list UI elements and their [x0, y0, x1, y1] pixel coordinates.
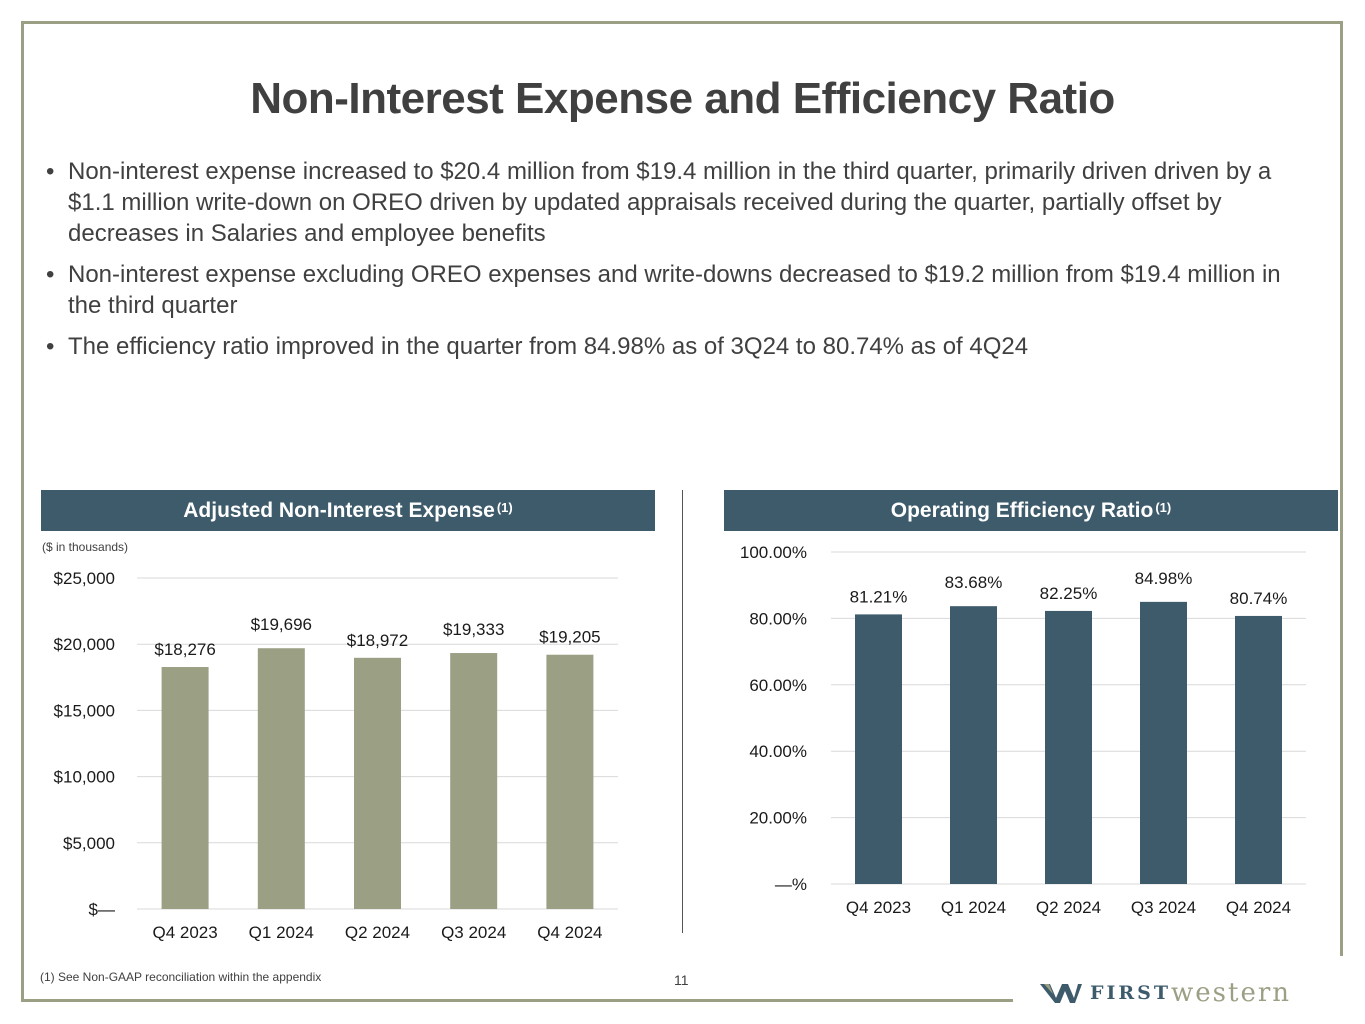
- bullet-item: • Non-interest expense excluding OREO exp…: [46, 259, 1296, 321]
- expense-x-tick-label: Q1 2024: [249, 923, 314, 942]
- frame-left-border: [21, 21, 24, 1002]
- efficiency-y-tick-label: 60.00%: [749, 676, 807, 695]
- bullet-item: • Non-interest expense increased to $20.4…: [46, 156, 1296, 249]
- efficiency-value-label: 82.25%: [1040, 584, 1098, 603]
- expense-y-tick-label: $25,000: [54, 569, 115, 588]
- bullet-text: Non-interest expense increased to $20.4 …: [68, 158, 1272, 247]
- bullet-dot-icon: •: [46, 261, 55, 288]
- efficiency-bar: [950, 606, 997, 884]
- efficiency-value-label: 81.21%: [850, 587, 908, 606]
- efficiency-x-tick-label: Q4 2024: [1226, 898, 1291, 917]
- expense-bar: [546, 654, 594, 909]
- frame-bottom-border: [21, 999, 1013, 1002]
- expense-x-tick-label: Q2 2024: [345, 923, 410, 942]
- efficiency-panel-header: Operating Efficiency Ratio (1): [724, 490, 1338, 531]
- expense-bar: [354, 657, 401, 909]
- efficiency-x-tick-label: Q4 2023: [846, 898, 911, 917]
- expense-value-label: $19,696: [251, 615, 312, 634]
- efficiency-panel-footnote-ref: (1): [1155, 500, 1172, 515]
- bullet-item: • The efficiency ratio improved in the qu…: [46, 331, 1296, 362]
- bullet-dot-icon: •: [46, 333, 55, 360]
- company-logo: FIRST western: [1040, 978, 1291, 1008]
- efficiency-y-tick-label: 80.00%: [749, 609, 807, 628]
- page-number: 11: [674, 972, 689, 988]
- bullet-text: The efficiency ratio improved in the qua…: [68, 333, 1029, 360]
- expense-bar: [161, 667, 209, 909]
- efficiency-bar: [1235, 615, 1282, 884]
- efficiency-value-label: 83.68%: [945, 573, 1003, 592]
- expense-value-label: $19,333: [443, 620, 504, 639]
- efficiency-y-tick-label: 40.00%: [749, 742, 807, 761]
- efficiency-panel-title: Operating Efficiency Ratio: [890, 498, 1154, 522]
- expense-x-tick-label: Q4 2024: [537, 923, 602, 942]
- efficiency-value-label: 80.74%: [1230, 589, 1288, 608]
- efficiency-y-tick-label: 100.00%: [740, 543, 807, 562]
- efficiency-y-tick-label: —%: [775, 875, 807, 894]
- expense-panel-title: Adjusted Non-Interest Expense: [183, 498, 495, 522]
- efficiency-x-tick-label: Q2 2024: [1036, 898, 1101, 917]
- efficiency-bar: [855, 614, 902, 884]
- bullet-dot-icon: •: [46, 158, 55, 185]
- panel-divider: [682, 490, 683, 933]
- expense-y-tick-label: $5,000: [63, 834, 115, 853]
- slide-title: Non-Interest Expense and Efficiency Rati…: [250, 74, 1115, 123]
- efficiency-x-tick-label: Q1 2024: [941, 898, 1006, 917]
- efficiency-x-tick-label: Q3 2024: [1131, 898, 1196, 917]
- footnote: (1) See Non-GAAP reconciliation within t…: [40, 970, 322, 984]
- expense-y-tick-label: $—: [89, 900, 115, 919]
- logo-first-text: FIRST: [1090, 982, 1172, 1004]
- frame-right-border: [1340, 21, 1343, 956]
- expense-value-label: $18,276: [154, 640, 215, 659]
- expense-y-tick-label: $15,000: [54, 701, 115, 720]
- efficiency-value-label: 84.98%: [1135, 569, 1193, 588]
- expense-value-label: $19,205: [539, 628, 600, 647]
- bullet-list: • Non-interest expense increased to $20.4…: [46, 156, 1296, 372]
- efficiency-bar: [1045, 610, 1092, 884]
- expense-panel-footnote-ref: (1): [496, 500, 513, 515]
- logo-w-mark-icon: [1040, 984, 1082, 1003]
- units-note: ($ in thousands): [42, 540, 129, 554]
- expense-panel-header: Adjusted Non-Interest Expense (1): [41, 490, 655, 531]
- frame-top-border: [21, 21, 1343, 24]
- expense-y-tick-label: $20,000: [54, 635, 115, 654]
- bullet-text: Non-interest expense excluding OREO expe…: [68, 261, 1281, 319]
- expense-x-tick-label: Q4 2023: [152, 923, 217, 942]
- efficiency-y-tick-label: 20.00%: [749, 809, 807, 828]
- expense-x-tick-label: Q3 2024: [441, 923, 506, 942]
- efficiency-bar: [1140, 601, 1187, 884]
- logo-western-text: western: [1171, 978, 1292, 1008]
- expense-bar: [257, 648, 305, 909]
- expense-value-label: $18,972: [347, 631, 408, 650]
- expense-y-tick-label: $10,000: [54, 768, 115, 787]
- expense-bar: [450, 653, 498, 909]
